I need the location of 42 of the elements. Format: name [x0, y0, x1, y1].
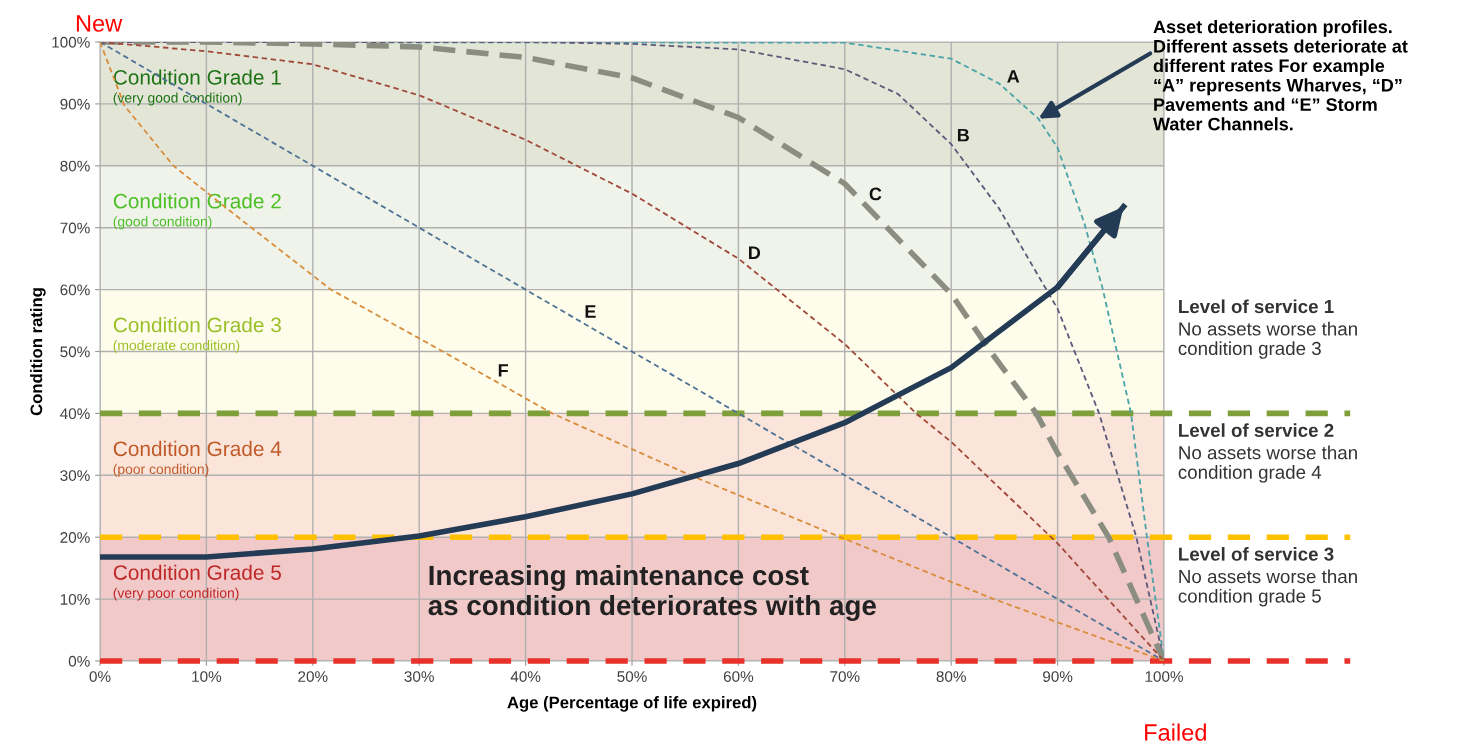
y-axis-title: Condition rating: [30, 288, 46, 416]
series-label: D: [749, 246, 761, 259]
ref-line-label: Level of service 1 No assets worse than condition grade 3: [1178, 299, 1357, 359]
y-tick-label: 30%: [60, 470, 90, 481]
y-tick-label: 40%: [60, 408, 90, 420]
ref-line-label: Level of service 3 No assets worse than condition grade 5: [1178, 547, 1357, 607]
x-tick-label: 70%: [830, 671, 860, 682]
x-tick-label: 60%: [723, 671, 754, 682]
y-tick-label: 10%: [60, 593, 90, 605]
band-label: Condition Grade 3 (moderate condition): [113, 317, 281, 354]
x-tick-label: 80%: [936, 671, 966, 682]
series-label: B: [957, 128, 969, 142]
y-tick-label: 0%: [68, 655, 90, 667]
y-tick-label: 20%: [60, 532, 90, 543]
band-label: Condition Grade 2 (good condition): [113, 193, 281, 230]
annotation: Failed: [1145, 723, 1206, 741]
series-label: E: [585, 305, 596, 318]
x-tick-label: 50%: [617, 671, 647, 682]
annotation: New: [76, 15, 123, 32]
band-label: Condition Grade 1 (very good condition): [113, 69, 281, 106]
y-tick-label: 80%: [60, 160, 90, 172]
y-tick-label: 100%: [52, 36, 90, 48]
x-tick-label: 10%: [192, 671, 222, 682]
series-label: A: [1007, 70, 1020, 83]
y-tick-label: 60%: [60, 284, 90, 296]
x-tick-label: 40%: [510, 671, 541, 682]
ref-line-label: Level of service 2 No assets worse than condition grade 4: [1178, 423, 1357, 483]
y-tick-label: 90%: [60, 98, 90, 110]
series-label: F: [498, 364, 508, 377]
annotation: Increasing maintenance cost as condition deteriorates with age: [428, 564, 876, 621]
y-tick-label: 50%: [60, 346, 90, 358]
band-label: Condition Grade 5 (very poor condition): [113, 564, 281, 601]
band-label: Condition Grade 4 (poor condition): [113, 440, 282, 477]
x-tick-label: 90%: [1043, 671, 1073, 682]
x-axis-title: Age (Percentage of life expired): [507, 696, 757, 712]
series-label: C: [869, 187, 882, 201]
x-tick-label: 20%: [298, 671, 328, 682]
x-tick-label: 30%: [404, 671, 434, 682]
x-tick-label: 0%: [89, 671, 111, 682]
x-tick-label: 100%: [1145, 671, 1183, 682]
y-tick-label: 70%: [60, 222, 90, 234]
annotation: Asset deterioration profiles. Different assets deteriorate at different rates For example “A” represents Wharves, “D” Pavements and “E” Storm Water Channels.: [1153, 19, 1408, 131]
